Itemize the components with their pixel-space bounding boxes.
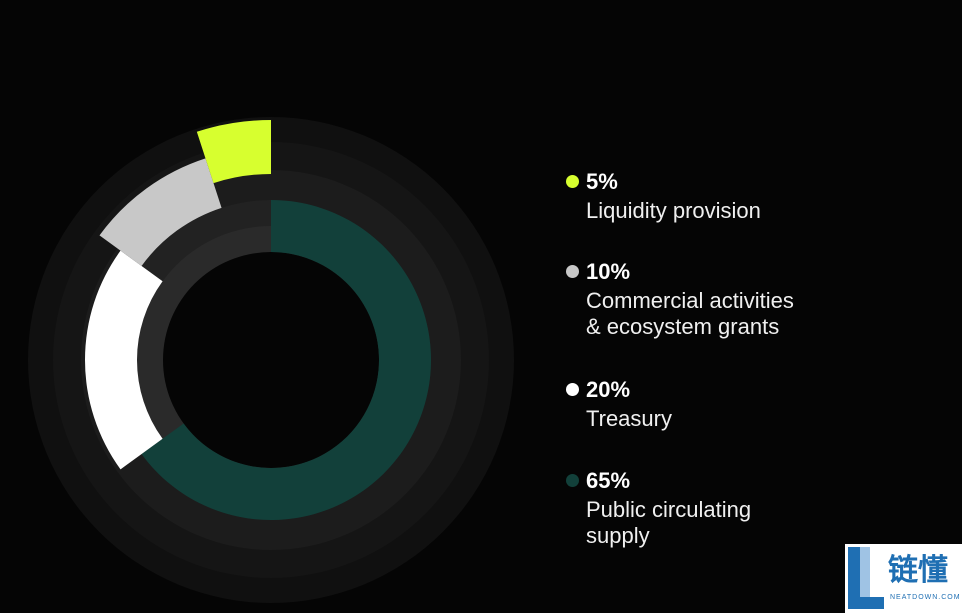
watermark-l-icon bbox=[848, 547, 884, 609]
slice-liquidity-provision bbox=[196, 120, 271, 184]
legend-dot bbox=[566, 175, 579, 188]
legend-label: Liquidity provision bbox=[586, 198, 761, 223]
legend-percent: 20% bbox=[586, 377, 631, 402]
legend-label: Treasury bbox=[586, 406, 672, 431]
watermark-subtext: NEATDOWN.COM bbox=[890, 594, 961, 601]
slice-public-circulating-supply bbox=[141, 200, 431, 520]
watermark-logo: 链懂 NEATDOWN.COM bbox=[845, 544, 962, 613]
background-ring-6 bbox=[163, 252, 379, 468]
legend-dot bbox=[566, 265, 579, 278]
chart-segments bbox=[85, 120, 431, 520]
legend-percent: 5% bbox=[586, 169, 618, 194]
slice-treasury bbox=[85, 250, 163, 470]
legend-dot bbox=[566, 383, 579, 396]
watermark-text: 链懂 bbox=[888, 553, 948, 588]
legend-percent: 10% bbox=[586, 259, 631, 284]
legend-label: Commercial activities & ecosystem grants bbox=[586, 288, 794, 339]
legend-label: Public circulating supply bbox=[586, 497, 752, 548]
slice-commercial-activities-ecosystem-grants bbox=[99, 158, 222, 266]
legend-percent: 65% bbox=[586, 468, 631, 493]
legend-dot bbox=[566, 474, 579, 487]
